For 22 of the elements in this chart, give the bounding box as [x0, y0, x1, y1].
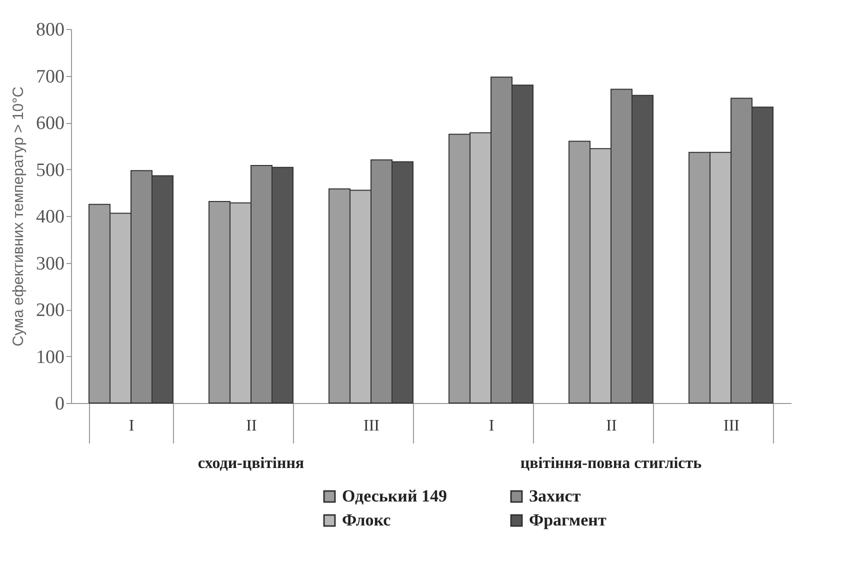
x-tick-label: I — [128, 418, 134, 434]
text: сходи-цвітіння — [198, 455, 304, 472]
x-tick-label: III — [724, 418, 740, 434]
y-axis-title: Сума ефективних температур > 10°С — [10, 86, 27, 346]
y-tick-label: 0 — [55, 394, 64, 414]
legend-label: Одеський 149 — [342, 486, 448, 506]
x-tick-label: II — [606, 418, 617, 434]
y-tick-label: 400 — [36, 206, 64, 228]
x-tick-label: I — [488, 418, 494, 434]
y-tick-label: 700 — [36, 66, 64, 88]
y-tick-label: 600 — [36, 113, 64, 134]
legend-label: Фрагмент — [529, 510, 607, 530]
y-tick-label: 500 — [36, 160, 64, 181]
y-tick-label: 100 — [36, 346, 64, 368]
x-tick-label: III — [364, 418, 380, 434]
legend-label: Флокс — [342, 510, 392, 530]
text: цвітіння-повна стиглість — [520, 455, 702, 472]
x-tick-label: II — [246, 418, 257, 434]
y-tick-label: 800 — [36, 20, 64, 40]
y-tick-label: 300 — [36, 253, 64, 274]
legend-label: Захист — [529, 486, 582, 506]
y-tick-label: 200 — [36, 300, 64, 321]
